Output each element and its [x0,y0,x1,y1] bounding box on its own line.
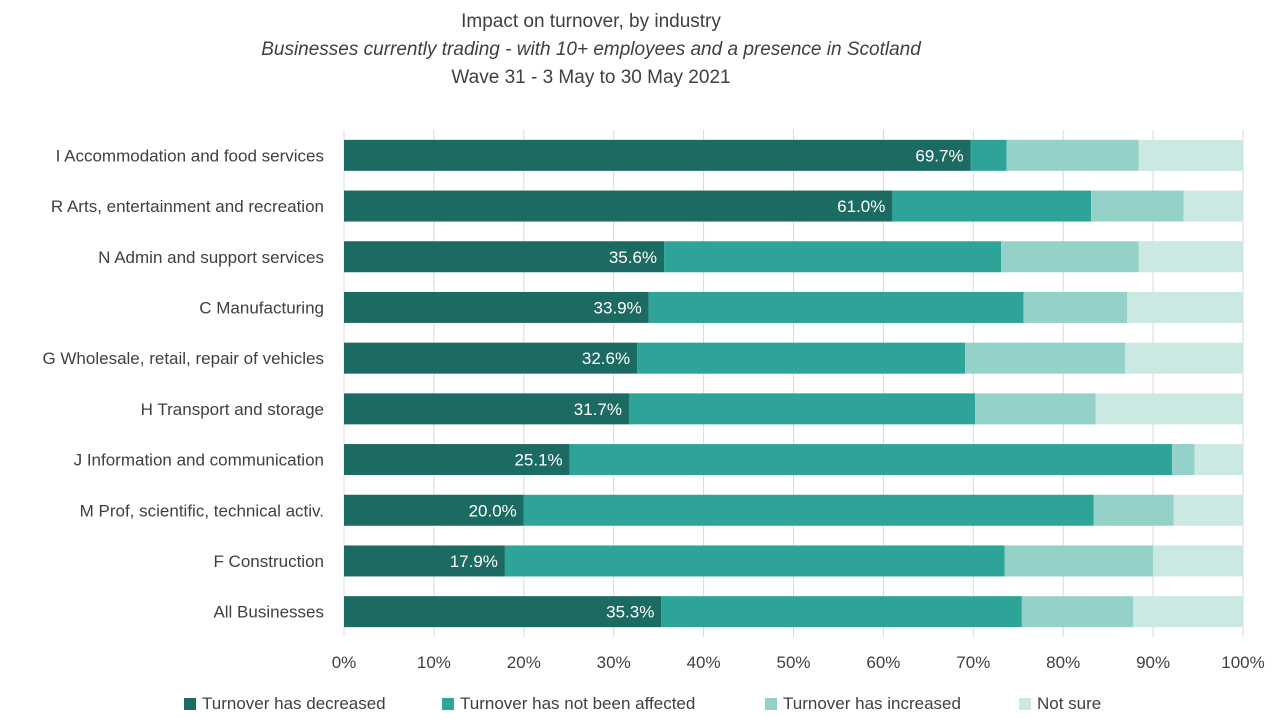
bar-segment [1023,291,1128,323]
bar-segment [1095,393,1243,425]
bar-segment [344,139,971,171]
bar-segment [1138,139,1243,171]
bar-segment [1194,444,1243,476]
bar-segment [648,291,1024,323]
bar-segment [1093,494,1174,526]
legend-label: Turnover has not been affected [460,694,696,713]
category-label: H Transport and storage [141,400,324,419]
category-label: G Wholesale, retail, repair of vehicles [42,349,324,368]
category-label: I Accommodation and food services [56,146,324,165]
x-tick-label: 100% [1221,653,1264,672]
data-label: 69.7% [915,146,963,165]
bar-segment [1153,545,1243,577]
stacked-bar-chart: 0% 10% 20% 30% 40% 50% 60% 70% 80% 90% 100% I Accom… [42,130,1265,672]
bar-segment [1001,241,1139,273]
x-tick-label: 70% [956,653,990,672]
bar-segment [1004,545,1154,577]
bar-segment [664,241,1002,273]
data-label: 32.6% [582,349,630,368]
bar-segment [628,393,976,425]
bar-segment [970,139,1007,171]
legend-label: Turnover has decreased [202,694,386,713]
data-label: 17.9% [450,552,498,571]
data-label: 35.6% [609,248,657,267]
bar-segment [637,342,966,374]
data-label: 31.7% [574,400,622,419]
bar-segment [344,596,662,628]
x-tick-label: 30% [597,653,631,672]
data-label: 35.3% [606,603,654,622]
bar-segment [344,241,665,273]
bar-segment [1127,291,1243,323]
x-tick-label: 80% [1046,653,1080,672]
category-label: M Prof, scientific, technical activ. [80,501,324,520]
bar-segment [1133,596,1243,628]
x-tick-label: 0% [332,653,357,672]
legend-item: Turnover has not been affected [442,694,695,714]
legend-item: Turnover has decreased [184,694,386,714]
chart-subtitle-wave: Wave 31 - 3 May to 30 May 2021 [451,67,731,88]
category-label: R Arts, entertainment and recreation [51,197,324,216]
bar-segment [661,596,1022,628]
bar-segment [344,545,505,577]
chart-legend: Turnover has decreased Turnover has not b… [0,694,1276,718]
data-label: 61.0% [837,197,885,216]
bar-segment [1125,342,1243,374]
legend-label: Turnover has increased [783,694,961,713]
bar-segment [523,494,1094,526]
bar-segment [344,291,649,323]
category-label: C Manufacturing [199,298,324,317]
bar-segment [1091,190,1184,222]
bar-segment [344,494,524,526]
bar-segment [1183,190,1243,222]
category-label: J Information and communication [74,451,324,470]
bar-segment [569,444,1172,476]
legend-swatch [442,698,454,710]
category-label: All Businesses [213,603,324,622]
category-label: F Construction [213,552,324,571]
bar-segment [1171,444,1195,476]
bar-segment [965,342,1126,374]
category-label: N Admin and support services [98,248,324,267]
legend-swatch [184,698,196,710]
legend-label: Not sure [1037,694,1102,713]
x-tick-label: 60% [866,653,900,672]
chart-titles: Impact on turnover, by industry Business… [0,8,1182,92]
bar-segment [344,393,629,425]
bar-segment [504,545,1005,577]
bar-segment [1021,596,1134,628]
x-tick-label: 40% [687,653,721,672]
bar-segment [344,190,893,222]
data-label: 25.1% [514,451,562,470]
chart-subtitle: Businesses currently trading - with 10+ … [261,39,921,60]
chart-title: Impact on turnover, by industry [461,11,721,32]
bar-segment [1173,494,1243,526]
data-label: 20.0% [469,501,517,520]
bar-segment [1138,241,1243,273]
data-label: 33.9% [594,298,642,317]
legend-swatch [765,698,777,710]
legend-swatch [1019,698,1031,710]
bar-segment [344,444,570,476]
legend-item: Not sure [1019,694,1101,714]
bar-segment [975,393,1096,425]
x-tick-label: 90% [1136,653,1170,672]
bar-segment [1006,139,1139,171]
x-tick-label: 50% [776,653,810,672]
legend-item: Turnover has increased [765,694,961,714]
bar-segment [344,342,638,374]
bar-segment [892,190,1092,222]
x-tick-label: 10% [417,653,451,672]
x-tick-label: 20% [507,653,541,672]
